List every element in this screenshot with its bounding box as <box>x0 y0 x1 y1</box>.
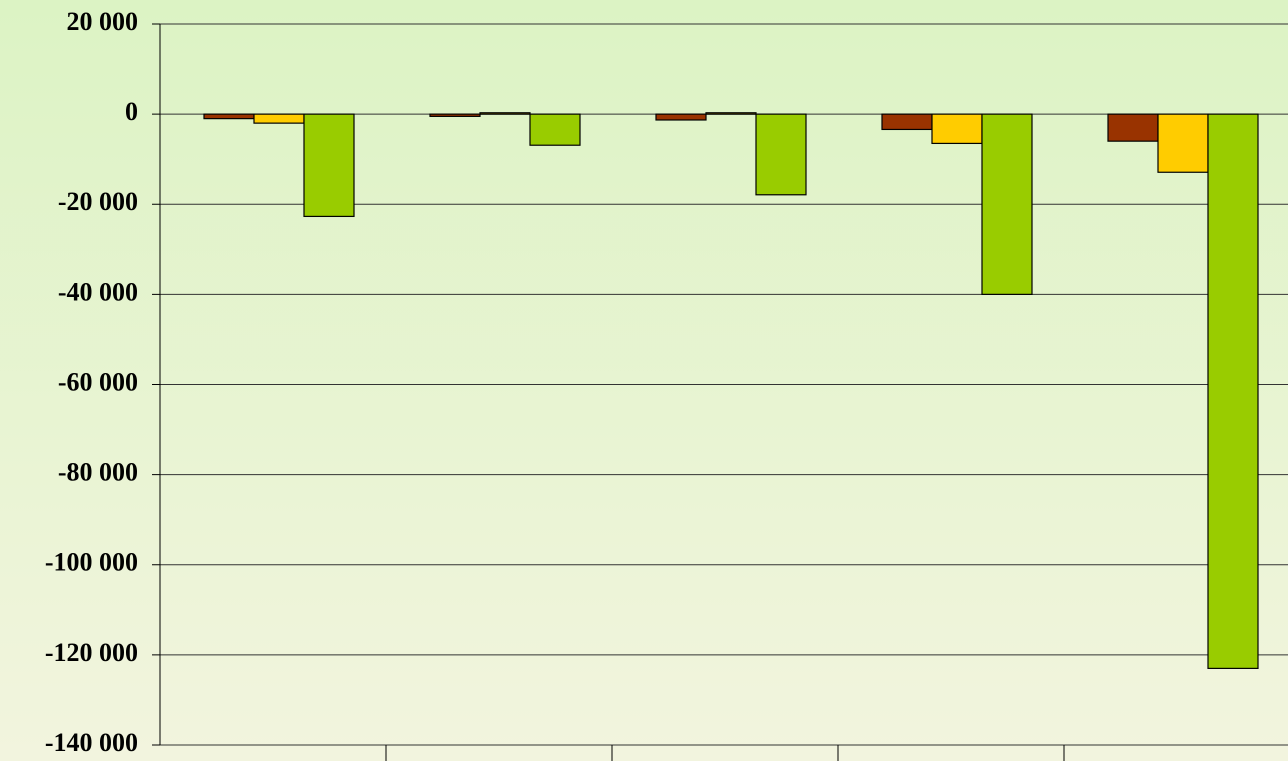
bar <box>705 112 757 115</box>
bar <box>303 113 355 218</box>
bar <box>655 113 707 121</box>
bar <box>529 113 581 146</box>
y-tick-label: -120 000 <box>45 638 138 667</box>
bar <box>429 113 481 117</box>
bar <box>931 113 983 145</box>
bar <box>1107 113 1159 142</box>
bar <box>881 113 933 131</box>
y-tick-label: -80 000 <box>58 458 138 487</box>
bar <box>1157 113 1209 173</box>
bar <box>479 112 531 115</box>
bar <box>253 113 305 124</box>
y-tick-label: -60 000 <box>58 367 138 396</box>
bar <box>755 113 807 196</box>
y-tick-label: -40 000 <box>58 277 138 306</box>
y-tick-label: 0 <box>125 97 138 126</box>
bar <box>981 113 1033 295</box>
bar <box>203 113 255 120</box>
bar <box>1207 113 1259 669</box>
y-tick-label: 20 000 <box>67 7 139 36</box>
y-tick-label: -140 000 <box>45 728 138 757</box>
y-tick-label: -20 000 <box>58 187 138 216</box>
y-tick-label: -100 000 <box>45 548 138 577</box>
